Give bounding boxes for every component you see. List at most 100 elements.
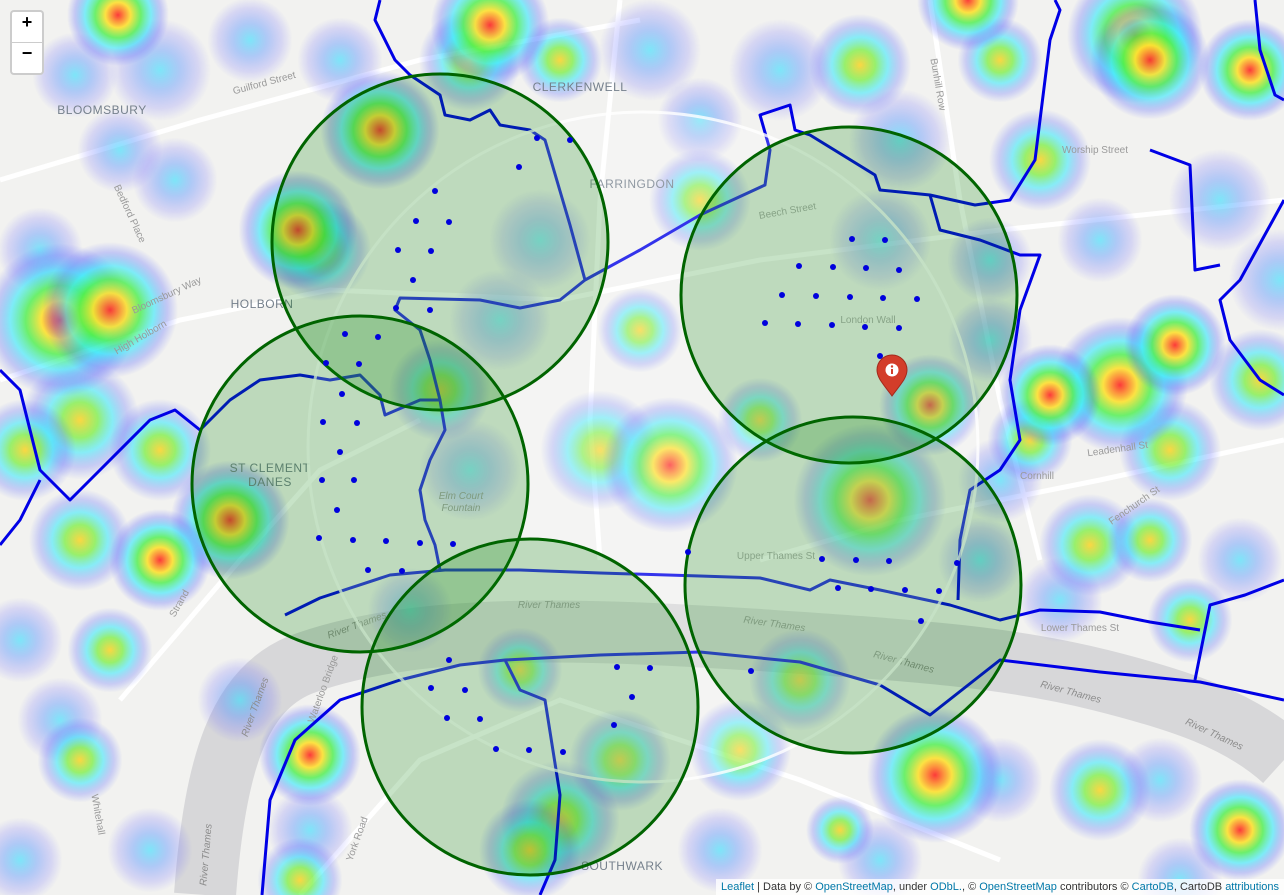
marker[interactable] [876,354,908,397]
point [796,263,802,269]
place-label: SOUTHWARK [581,859,663,873]
point [762,320,768,326]
heat-blob [597,287,683,373]
point [896,267,902,273]
attribution-link[interactable]: ODbL. [930,881,962,893]
heat-blob [809,14,911,116]
heat-blob [999,344,1101,446]
place-label: CLERKENWELL [533,80,628,94]
zone [360,537,700,877]
heat-blob [989,109,1091,211]
zone [190,314,530,654]
heat-blob [109,509,211,611]
point [868,586,874,592]
point [685,549,691,555]
point [477,716,483,722]
heat-blob [0,817,63,895]
heat-blob [42,242,178,378]
point [337,449,343,455]
heat-blob [0,597,63,683]
marker-icon-stem [891,369,893,374]
point [383,538,389,544]
zone [270,72,610,412]
point [446,219,452,225]
point [323,360,329,366]
boundary [284,568,1201,632]
attribution-link[interactable]: OpenStreetMap [815,881,893,893]
point [446,657,452,663]
boundary [584,0,1062,282]
heat-blob [1107,497,1193,583]
point [914,296,920,302]
heat-blob [0,399,76,501]
heat-blob [1229,229,1284,331]
point [462,687,468,693]
heat-blob [917,0,1019,51]
heat-blob [1189,779,1284,881]
point [896,325,902,331]
attribution-link[interactable]: CartoDB [1131,881,1174,893]
point [954,560,960,566]
point [902,587,908,593]
heat-blob [430,0,550,85]
zoom-in[interactable]: + [21,12,33,32]
heat-blob [1057,197,1143,283]
point [830,264,836,270]
river-label: River Thames [518,600,580,611]
heat-blob [238,170,358,290]
attribution-link[interactable]: Leaflet [721,881,755,893]
street-label: London Wall [840,315,895,326]
point [795,321,801,327]
point [516,164,522,170]
place-label: BLOOMSBURY [57,103,146,117]
heat-blob [367,567,453,653]
heat-blob [717,377,803,463]
point [413,218,419,224]
street-label: Fountain [442,503,481,514]
heat-blob [602,397,738,533]
heat-blob [67,0,169,66]
place-label: ST CLEMENT [230,461,311,475]
point [829,322,835,328]
point [350,537,356,543]
boundary [260,658,562,895]
point [334,507,340,513]
point [862,324,868,330]
zoom-out[interactable]: − [12,42,42,73]
heat-blob [449,269,551,371]
point [877,353,883,359]
point [526,747,532,753]
point [567,137,573,143]
point [629,694,635,700]
point [393,305,399,311]
point [647,665,653,671]
point [863,265,869,271]
boundary [0,479,42,546]
attribution-link[interactable]: OpenStreetMap [979,881,1057,893]
place-label: FARRINGDON [589,177,674,191]
point [365,567,371,573]
heat-blob [259,704,361,806]
heat-blob [829,189,931,291]
point [375,334,381,340]
point [342,331,348,337]
boundary [1253,0,1284,102]
heat-blob [729,19,831,121]
point [450,541,456,547]
point [351,477,357,483]
point [395,247,401,253]
heat-blob [109,399,211,501]
point [493,746,499,752]
point [880,295,886,301]
point [354,420,360,426]
heat-blob [1209,329,1284,431]
point [410,277,416,283]
attribution-link[interactable]: attributions [1225,881,1279,893]
point [748,668,754,674]
heat-blob [569,709,671,811]
point [417,540,423,546]
